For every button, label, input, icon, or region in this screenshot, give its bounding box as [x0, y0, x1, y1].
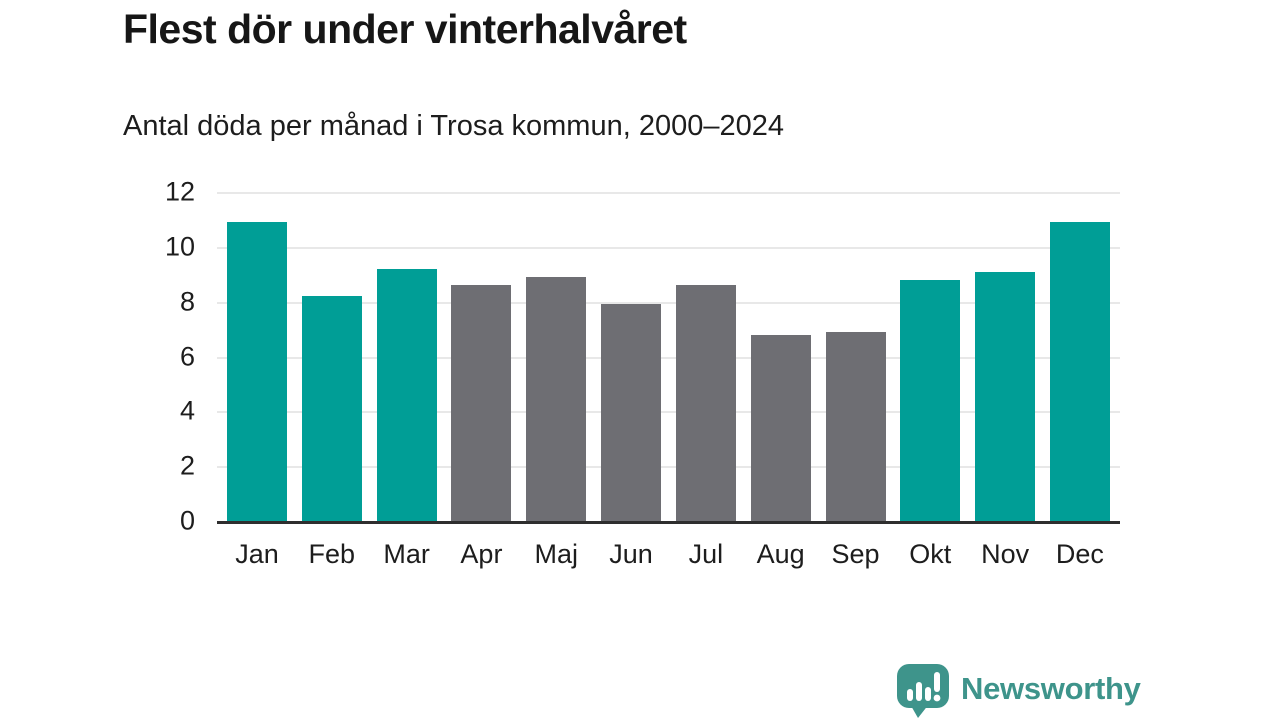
x-tick-label-okt: Okt: [909, 539, 952, 569]
x-tick-label-dec: Dec: [1055, 539, 1104, 569]
gridline-y-4: [217, 411, 1120, 414]
y-tick-label-10: 10: [164, 231, 195, 262]
chart-title: Flest dör under vinterhalvåret: [123, 6, 687, 52]
bar-maj: [526, 277, 587, 521]
gridline-y-6: [217, 356, 1120, 359]
x-tick-label-apr: Apr: [460, 539, 503, 569]
bar-aug: [750, 334, 811, 521]
bars-row: [217, 192, 1120, 521]
gridline-y-12: [217, 192, 1120, 194]
bar-okt: [900, 279, 961, 521]
x-axis-labels: Jan Feb Mar Apr Maj Jun Jul Aug Sep Okt Nov Dec: [217, 538, 1120, 570]
newsworthy-logo-text: Newsworthy: [961, 671, 1141, 706]
x-tick-label-jul: Jul: [688, 539, 724, 569]
gridline-y-8: [217, 301, 1120, 304]
y-tick-label-6: 6: [179, 341, 195, 371]
y-tick-label-0: 0: [179, 505, 195, 536]
x-tick-label-sep: Sep: [831, 539, 880, 569]
chart-subtitle: Antal döda per månad i Trosa kommun, 200…: [123, 110, 784, 142]
x-tick-label-jun: Jun: [609, 539, 653, 569]
gridline-y-10: [217, 246, 1120, 249]
bar-jun: [601, 304, 662, 521]
newsworthy-logo: Newsworthy: [897, 664, 1141, 719]
newsworthy-speech-bubble-chart-icon: [897, 664, 949, 718]
y-tick-label-2: 2: [179, 450, 195, 481]
y-tick-label-4: 4: [179, 395, 195, 426]
x-tick-label-maj: Maj: [534, 539, 578, 569]
bar-dec: [1049, 222, 1110, 521]
bar-jan: [227, 222, 287, 521]
x-tick-label-aug: Aug: [756, 539, 805, 569]
bar-chart-plot-area: 0 2 4 6 8 10 12 Jan Feb Mar Apr Maj Jun Jul Aug Sep Okt…: [165, 178, 1120, 569]
bar-apr: [451, 285, 512, 521]
bar-sep: [825, 331, 886, 521]
bar-feb: [301, 296, 362, 521]
y-tick-label-8: 8: [179, 286, 195, 317]
bar-jul: [675, 285, 736, 521]
x-tick-label-jan: Jan: [235, 539, 279, 569]
bar-nov: [975, 271, 1036, 521]
gridline-y-2: [217, 466, 1120, 469]
x-tick-label-feb: Feb: [308, 539, 356, 569]
x-tick-label-nov: Nov: [981, 539, 1030, 569]
x-tick-label-mar: Mar: [383, 539, 430, 569]
y-tick-label-12: 12: [164, 176, 195, 207]
bar-mar: [376, 268, 437, 521]
